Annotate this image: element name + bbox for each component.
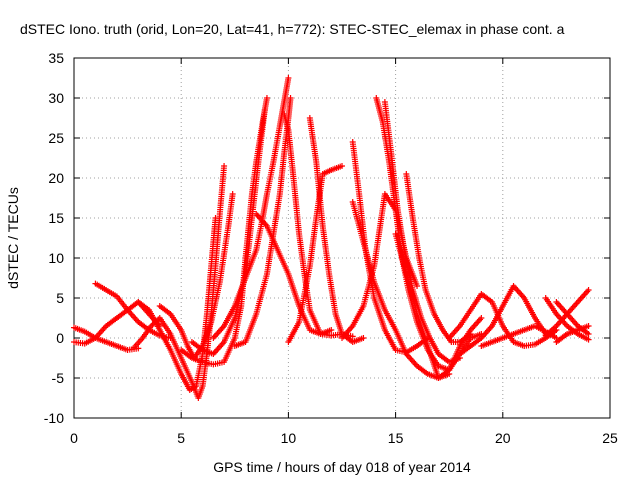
y-tick-label: 10 [48, 250, 64, 266]
y-tick-label: 30 [48, 90, 64, 106]
data-point [212, 215, 219, 221]
data-point [360, 335, 367, 341]
series-1 [71, 324, 142, 353]
series-13 [306, 115, 367, 345]
x-tick-label: 10 [281, 430, 297, 446]
gridlines [74, 58, 610, 418]
data-point [414, 283, 421, 289]
x-axis: 0 5 10 15 20 25 [70, 58, 618, 446]
data-point [285, 75, 292, 81]
data-point [339, 163, 345, 169]
series-20 [403, 171, 474, 345]
chart-title: dSTEC Iono. truth (orid, Lon=20, Lat=41,… [20, 21, 565, 37]
series-27 [553, 323, 592, 345]
series-points [71, 75, 592, 401]
data-point [585, 336, 592, 343]
series-8 [210, 75, 292, 341]
data-point [229, 191, 236, 197]
y-tick-label: -10 [44, 410, 64, 426]
series-4 [135, 215, 219, 393]
data-point [328, 327, 335, 333]
data-point [221, 163, 228, 169]
series-23 [478, 323, 560, 349]
data-point [478, 315, 485, 321]
plot-frame [73, 57, 611, 419]
y-tick-label: 15 [48, 210, 64, 226]
series-19 [392, 231, 485, 381]
series-0 [71, 299, 163, 347]
data-point [349, 333, 356, 340]
x-tick-label: 25 [602, 430, 618, 446]
x-tick-label: 5 [177, 430, 185, 446]
series-26 [542, 287, 592, 339]
series-22 [456, 283, 549, 357]
series-3 [131, 163, 228, 401]
data-point [261, 107, 268, 113]
y-tick-label: 35 [48, 50, 64, 66]
y-tick-label: -5 [52, 370, 65, 386]
series-12 [285, 163, 345, 345]
series-21 [446, 291, 560, 349]
data-point [467, 331, 474, 337]
y-tick-label: 20 [48, 170, 64, 186]
data-point [263, 95, 270, 101]
y-axis-label: dSTEC / TECUs [5, 187, 21, 289]
data-point [287, 95, 294, 101]
x-axis-label: GPS time / hours of day 018 of year 2014 [213, 459, 471, 475]
y-tick-label: 5 [56, 290, 64, 306]
data-point [585, 287, 592, 293]
data-point [585, 323, 592, 329]
series-18 [381, 99, 463, 365]
y-tick-label: 25 [48, 130, 64, 146]
x-tick-label: 20 [495, 430, 511, 446]
y-axis: -10 -5 0 5 10 15 20 25 30 35 [44, 50, 610, 426]
x-tick-label: 15 [388, 430, 404, 446]
data-point [585, 331, 592, 337]
series-11 [281, 111, 356, 340]
y-tick-label: 0 [56, 330, 64, 346]
x-tick-label: 0 [70, 430, 78, 446]
